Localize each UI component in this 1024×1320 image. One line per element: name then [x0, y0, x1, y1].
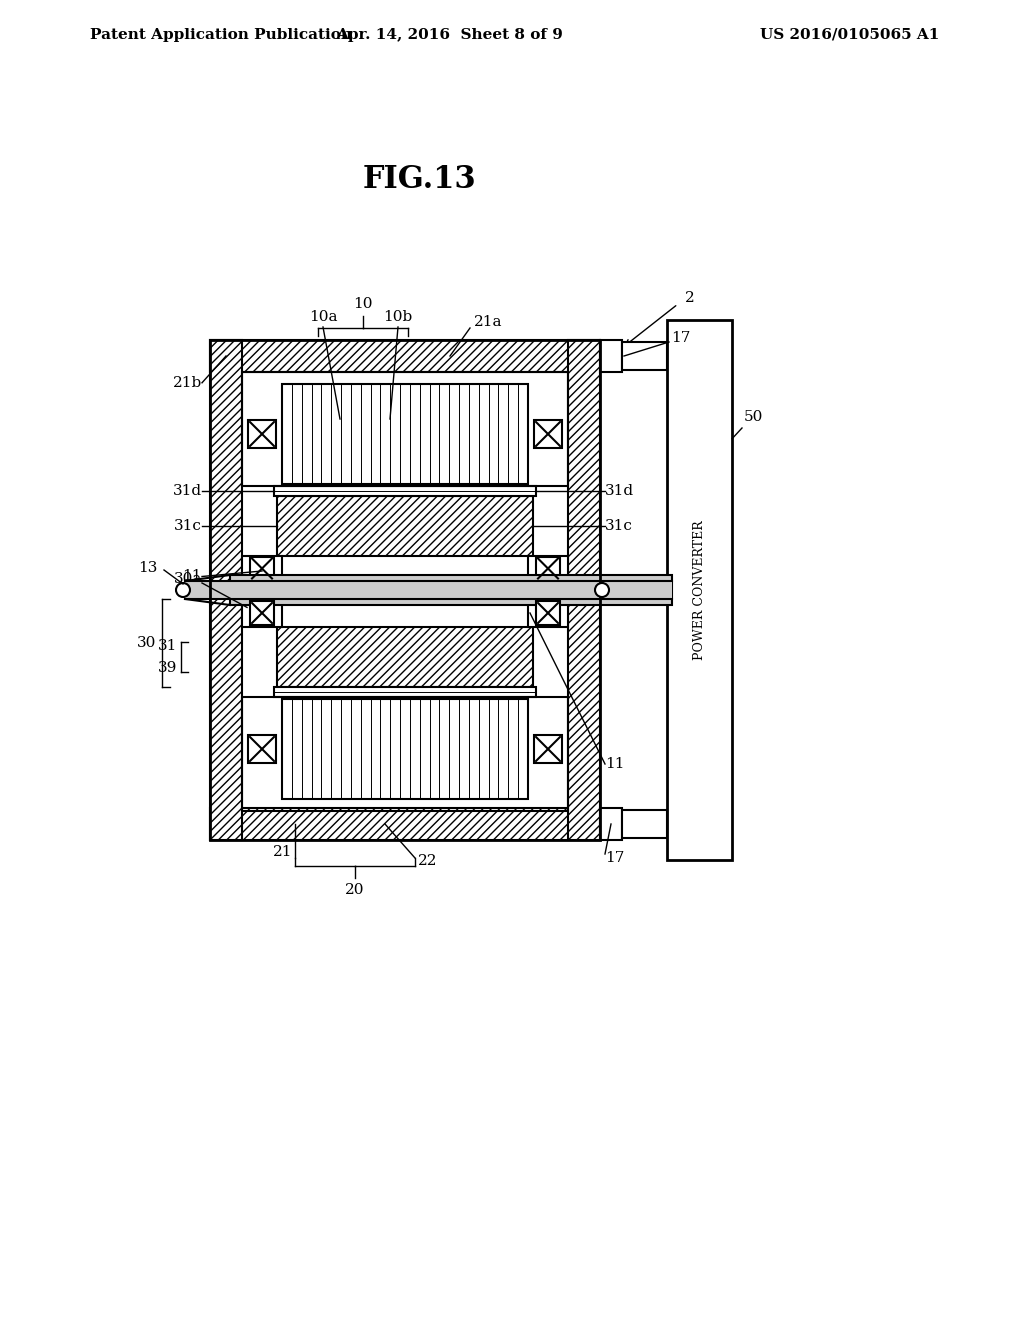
- Text: US 2016/0105065 A1: US 2016/0105065 A1: [760, 28, 940, 42]
- Circle shape: [176, 583, 190, 597]
- Bar: [534, 420, 562, 447]
- Bar: [528, 599, 568, 627]
- Text: 31c: 31c: [605, 519, 633, 533]
- Text: 11: 11: [605, 756, 625, 771]
- Text: POWER CONVERTER: POWER CONVERTER: [693, 520, 706, 660]
- Bar: [536, 601, 560, 624]
- Bar: [230, 576, 672, 605]
- Bar: [278, 496, 534, 556]
- Text: 31d: 31d: [605, 484, 634, 498]
- Bar: [242, 599, 282, 627]
- Bar: [210, 341, 600, 840]
- Circle shape: [595, 583, 609, 597]
- Bar: [248, 735, 276, 763]
- Bar: [667, 319, 732, 861]
- Text: 39: 39: [158, 661, 177, 675]
- Bar: [282, 384, 528, 484]
- Text: Patent Application Publication: Patent Application Publication: [90, 28, 352, 42]
- Bar: [210, 341, 600, 372]
- Text: 31: 31: [158, 639, 177, 653]
- Bar: [250, 601, 274, 624]
- Bar: [248, 420, 276, 447]
- Text: Apr. 14, 2016  Sheet 8 of 9: Apr. 14, 2016 Sheet 8 of 9: [337, 28, 563, 42]
- Bar: [528, 556, 568, 581]
- Text: 21: 21: [272, 845, 292, 859]
- Bar: [568, 341, 600, 840]
- Text: 31d: 31d: [173, 484, 202, 498]
- Text: 30a: 30a: [174, 572, 202, 586]
- Bar: [600, 808, 622, 840]
- Bar: [536, 557, 560, 581]
- Text: 11: 11: [182, 569, 202, 583]
- Bar: [622, 342, 667, 370]
- Text: 17: 17: [605, 851, 625, 865]
- Bar: [278, 627, 534, 686]
- Bar: [210, 808, 600, 840]
- Text: 50: 50: [744, 411, 763, 424]
- Bar: [242, 556, 282, 581]
- Text: 30: 30: [136, 636, 156, 649]
- Text: 2: 2: [685, 290, 694, 305]
- Bar: [250, 557, 274, 581]
- Text: FIG.13: FIG.13: [364, 165, 477, 195]
- Bar: [534, 735, 562, 763]
- Text: 21b: 21b: [173, 376, 202, 389]
- Bar: [274, 486, 536, 496]
- Bar: [210, 341, 242, 840]
- Text: 20: 20: [345, 883, 365, 898]
- Text: 10: 10: [353, 297, 373, 312]
- Bar: [274, 686, 536, 697]
- Text: 10a: 10a: [309, 310, 337, 323]
- Bar: [622, 810, 667, 838]
- Text: 31c: 31c: [174, 519, 202, 533]
- Bar: [282, 700, 528, 799]
- Bar: [600, 341, 622, 372]
- Text: 13: 13: [138, 561, 158, 576]
- Bar: [242, 372, 568, 486]
- Bar: [242, 697, 568, 810]
- Text: 21a: 21a: [474, 315, 502, 329]
- Text: 10b: 10b: [383, 310, 413, 323]
- Text: 17: 17: [671, 331, 690, 345]
- Bar: [185, 581, 672, 599]
- Text: 22: 22: [418, 854, 437, 869]
